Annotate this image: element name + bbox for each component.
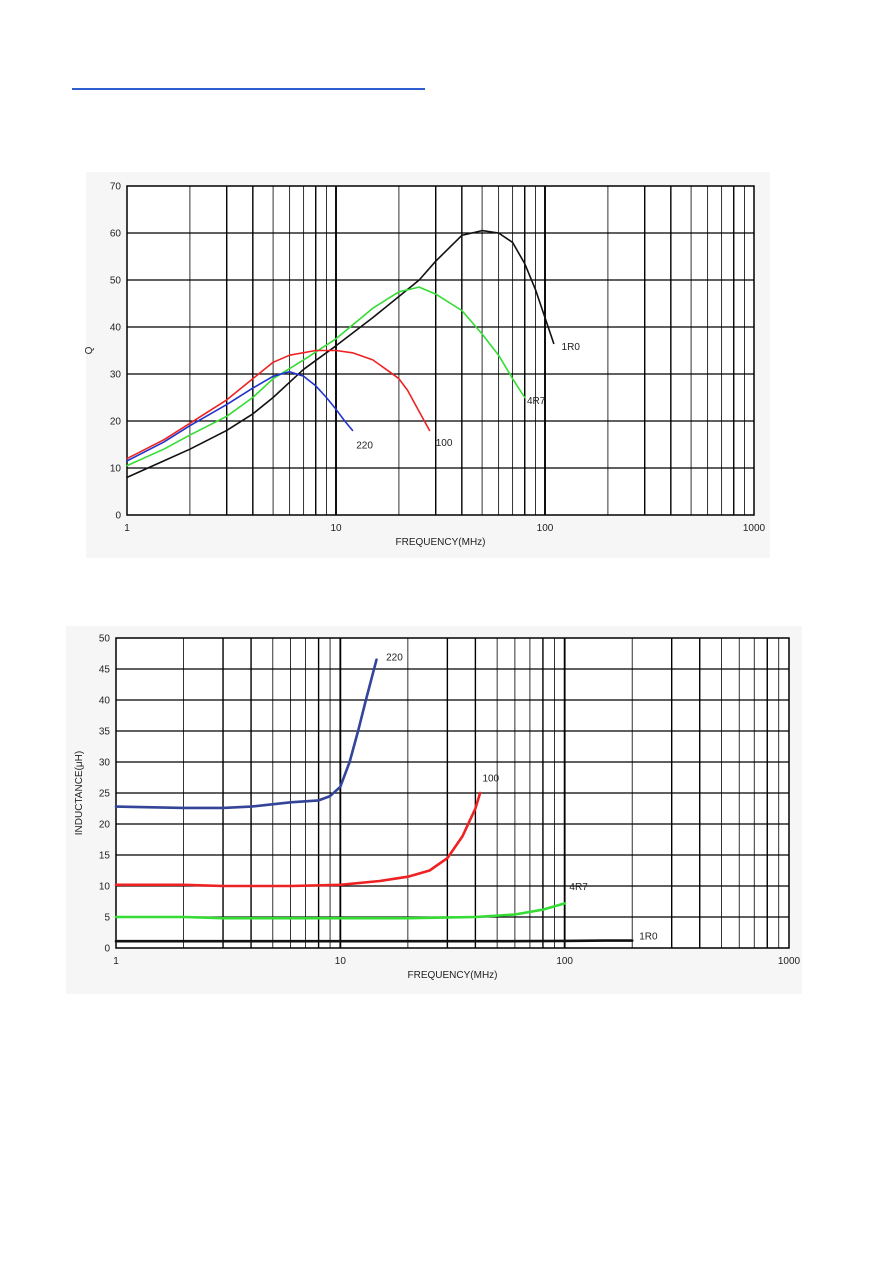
chart1-series-100 xyxy=(126,349,431,460)
q-factor-chart-svg: 0 10 20 30 40 50 60 70 1 10 100 1000 FREQUENCY(MHz) Q… xyxy=(84,182,766,549)
chart1-x-axis-label: FREQUENCY(MHz) xyxy=(396,537,486,548)
chart1-curve-label: 1R0 xyxy=(562,342,581,353)
chart1-y-tick-label: 10 xyxy=(110,464,122,475)
chart2-y-tick-label: 15 xyxy=(99,851,111,862)
chart2-y-tick-label: 10 xyxy=(99,882,111,893)
chart2-curve-label: 100 xyxy=(482,774,499,785)
chart2-x-tick-label: 1000 xyxy=(778,956,801,967)
chart1-curve-label: 220 xyxy=(356,441,373,452)
chart1-y-tick-label: 30 xyxy=(110,370,122,381)
chart2-curve-label: 4R7 xyxy=(569,882,588,893)
chart1-x-tick-label: 1000 xyxy=(743,523,766,534)
chart1-series-220 xyxy=(126,370,354,462)
chart1-y-tick-label: 0 xyxy=(115,511,121,522)
chart2-y-tick-label: 35 xyxy=(99,727,111,738)
chart2-y-tick-label: 0 xyxy=(104,944,110,955)
header-rule xyxy=(72,88,425,90)
inductance-chart-svg: 0 5 10 15 20 25 30 35 40 45 50 1 10 100 1000 FREQUENCY(… xyxy=(74,634,801,982)
chart1-y-tick-label: 50 xyxy=(110,276,122,287)
chart1-y-axis-label: Q xyxy=(84,346,95,354)
chart2-series-4r7 xyxy=(114,902,566,920)
chart2-curve-label: 220 xyxy=(386,653,403,664)
chart2-x-tick-label: 100 xyxy=(556,956,573,967)
chart2-y-tick-label: 5 xyxy=(104,913,110,924)
inductance-chart: 0 5 10 15 20 25 30 35 40 45 50 1 10 100 1000 FREQUENCY(… xyxy=(66,626,802,994)
chart1-y-tick-label: 40 xyxy=(110,323,122,334)
chart2-y-axis-label: INDUCTANCE(μH) xyxy=(74,751,85,835)
chart2-x-tick-label: 10 xyxy=(335,956,347,967)
chart2-curve-label: 1R0 xyxy=(639,932,658,943)
chart1-y-tick-label: 60 xyxy=(110,229,122,240)
chart1-plot-area xyxy=(126,185,755,516)
chart2-x-tick-label: 1 xyxy=(113,956,119,967)
chart2-series-100 xyxy=(114,791,482,888)
chart1-y-tick-label: 20 xyxy=(110,417,122,428)
chart1-x-tick-label: 10 xyxy=(330,523,342,534)
chart1-curve-label: 100 xyxy=(436,438,453,449)
chart2-y-tick-label: 30 xyxy=(99,758,111,769)
chart2-x-axis-label: FREQUENCY(MHz) xyxy=(408,970,498,981)
chart2-y-tick-label: 20 xyxy=(99,820,111,831)
chart2-series-220 xyxy=(114,658,378,810)
chart1-x-tick-label: 1 xyxy=(124,523,130,534)
chart1-series-1r0 xyxy=(126,229,555,479)
chart2-series-1r0 xyxy=(114,939,634,943)
chart1-x-tick-label: 100 xyxy=(537,523,554,534)
chart2-y-tick-label: 50 xyxy=(99,634,111,645)
chart1-y-tick-label: 70 xyxy=(110,182,122,193)
chart2-y-tick-label: 40 xyxy=(99,696,111,707)
q-factor-chart: 0 10 20 30 40 50 60 70 1 10 100 1000 FREQUENCY(MHz) Q… xyxy=(84,172,770,558)
chart2-y-tick-label: 25 xyxy=(99,789,111,800)
chart1-series-4r7 xyxy=(126,286,526,467)
chart2-y-tick-label: 45 xyxy=(99,665,111,676)
chart1-curve-label: 4R7 xyxy=(527,396,546,407)
